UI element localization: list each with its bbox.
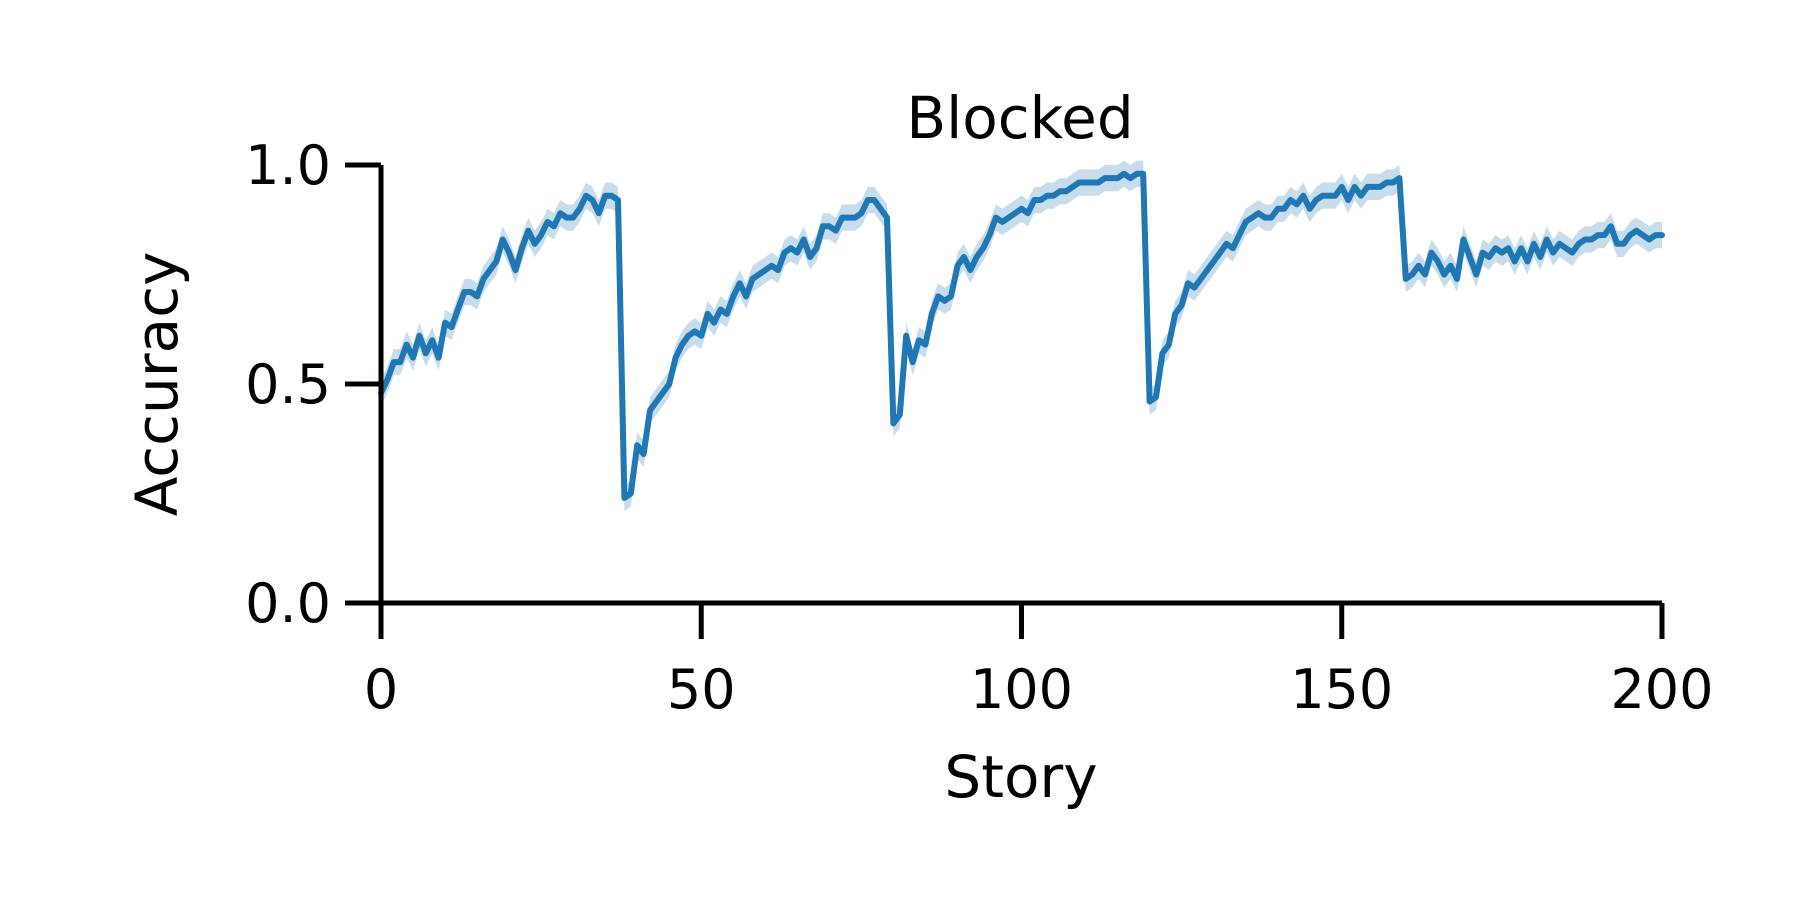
x-tick-label: 100 [970, 658, 1073, 721]
y-tick-label: 1.0 [245, 134, 331, 197]
y-tick-label: 0.5 [245, 353, 331, 416]
x-tick-label: 0 [364, 658, 398, 721]
x-tick-label: 200 [1610, 658, 1713, 721]
y-tick-label: 0.0 [245, 572, 331, 635]
chart-title: Blocked [906, 84, 1133, 152]
plot-area [378, 160, 1665, 511]
x-tick-label: 150 [1290, 658, 1393, 721]
accuracy-series-line [378, 170, 1665, 501]
y-axis-label: Accuracy [123, 252, 191, 517]
y-axis-ticks: 0.0 0.5 1.0 [245, 134, 381, 635]
x-tick-label: 50 [667, 658, 736, 721]
x-axis-label: Story [944, 743, 1097, 811]
x-axis-ticks: 0 50 100 150 200 [364, 603, 1714, 721]
